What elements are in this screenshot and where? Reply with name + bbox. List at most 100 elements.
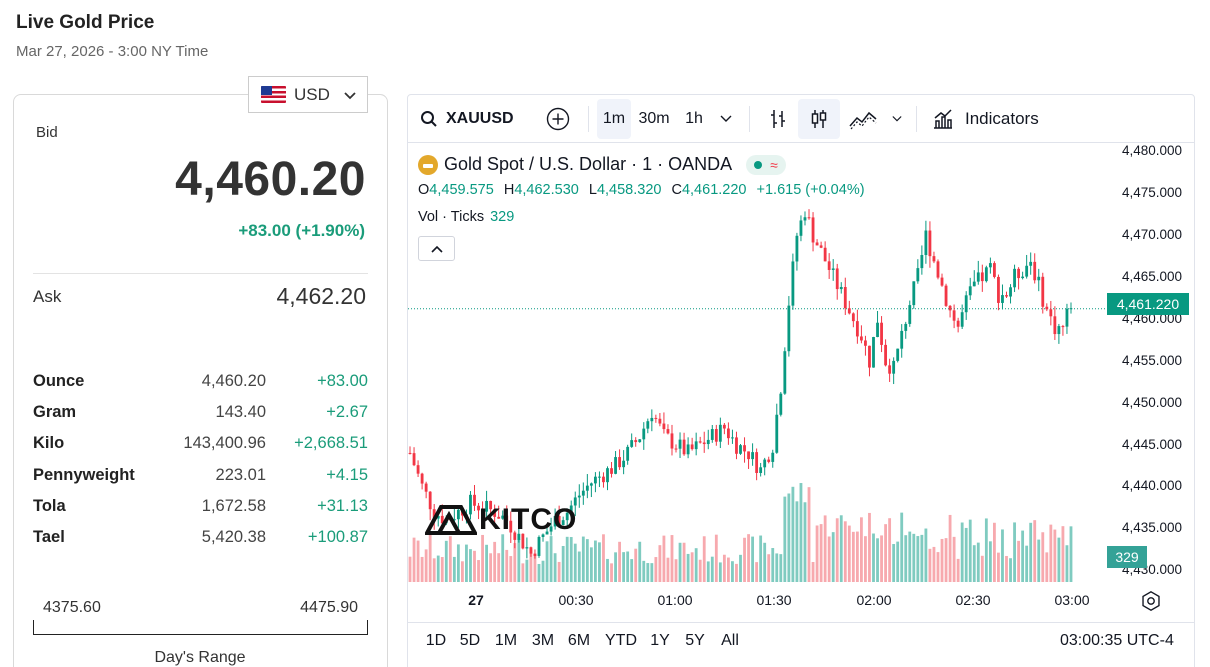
candle-body [992,263,996,277]
candle-body [819,245,823,248]
candle-body [416,465,420,474]
candle-body [424,483,428,492]
volume-bar [569,537,573,582]
volume-bar [642,560,646,582]
range-button-6m[interactable]: 6M [567,632,591,649]
candle-body [714,429,718,442]
volume-bar [743,537,746,582]
volume-bar [589,547,593,582]
candle-body [1009,287,1012,297]
candle-body [638,439,642,443]
volume-bar [932,546,936,582]
unit-price: 4,460.20 [201,372,266,391]
candle-body [477,505,480,511]
candle-body [428,491,432,510]
volume-bar [485,544,489,582]
unit-row-ounce: Ounce 4,460.20 +83.00 [33,366,368,397]
volume-bar [436,555,440,582]
indicators-button[interactable]: Indicators [925,107,1039,131]
symbol-search-button[interactable]: XAUUSD [408,110,536,128]
time-axis[interactable]: 27 00:30 01:00 01:30 02:00 02:30 03:00 [408,587,1098,615]
unit-price-list: Ounce 4,460.20 +83.00 Gram 143.40 +2.67 … [33,366,368,553]
volume-bar [1069,526,1073,582]
timestamp: Mar 27, 2026 - 3:00 NY Time [16,43,209,60]
unit-change: +2,668.51 [294,434,368,453]
last-volume-tag: 329 [1107,546,1147,568]
volume-bar [618,541,622,582]
unit-row-pennyweight: Pennyweight 223.01 +4.15 [33,460,368,491]
volume-bar [1053,529,1057,582]
volume-bar [670,535,674,582]
currency-select[interactable]: USD [248,76,368,113]
candle-body [469,494,472,515]
volume-bar [614,552,617,582]
volume-bar [460,561,464,582]
compare-symbol-button[interactable] [536,99,580,139]
candle-body [843,287,847,309]
collapse-legend-button[interactable] [418,236,455,261]
low-value: 4,458.320 [596,182,662,198]
indicators-label: Indicators [965,109,1039,128]
volume-bar [924,528,928,582]
chart-type-dropdown[interactable] [886,99,908,139]
volume-bar [896,541,900,582]
range-button-3m[interactable]: 3M [531,632,555,649]
unit-change: +100.87 [307,528,368,547]
candle-body [888,365,892,374]
volume-bar [900,512,904,582]
market-status-pill[interactable]: ≈ [746,154,786,175]
range-button-1m[interactable]: 1M [494,632,518,649]
volume-bar [1017,540,1021,582]
candle-body [561,520,565,525]
candle-body [739,445,742,454]
volume-bar [606,558,609,582]
candle-body [593,476,597,484]
range-button-1d[interactable]: 1D [425,632,447,649]
range-button-ytd[interactable]: YTD [605,632,637,649]
area-chart-type-button[interactable] [840,99,886,139]
candle-body [501,515,505,519]
bar-chart-type-button[interactable] [758,99,798,139]
page-title: Live Gold Price [16,12,155,33]
candle-body [731,437,734,439]
volume-bar [1009,558,1012,582]
volume-bar [851,531,855,582]
volume-bar [553,553,557,582]
range-button-all[interactable]: All [721,632,739,649]
price-axis[interactable]: 4,480.000 4,475.000 4,470.000 4,465.000 4,46… [1100,143,1190,583]
candle-body [525,547,529,549]
clock-readout[interactable]: 03:00:35 UTC-4 [1060,632,1174,649]
candle-body [771,452,775,462]
candle-body [896,348,900,361]
range-button-1y[interactable]: 1Y [650,632,670,649]
range-button-5y[interactable]: 5Y [685,632,705,649]
volume-bar [501,534,505,582]
volume-bar [920,534,924,582]
price-tick-label: 4,455.000 [1121,352,1182,368]
candle-body [694,441,698,450]
interval-30m[interactable]: 30m [638,110,670,127]
candles-chart-type-button[interactable] [798,99,840,139]
unit-name: Tola [33,496,66,515]
volume-bar [811,561,815,582]
volume-bar [1045,552,1049,582]
time-tick-label: 00:30 [558,592,594,608]
candle-body [847,308,851,314]
volume-bar [1001,529,1004,582]
candle-body [956,320,960,327]
range-button-5d[interactable]: 5D [459,632,481,649]
candle-body [726,428,730,439]
interval-1h[interactable]: 1h [685,110,703,127]
candle-body [545,531,549,535]
volume-bar [1049,524,1053,582]
candle-body [759,467,763,473]
volume-bar [739,554,742,582]
candlestick-chart[interactable] [408,143,1108,587]
candle-body [718,424,722,442]
open-value: 4,459.575 [429,182,494,198]
gear-icon[interactable] [1140,590,1162,612]
interval-dropdown[interactable] [711,99,741,139]
volume-bar [1037,539,1041,582]
volume-bar [1005,555,1008,582]
interval-1m[interactable]: 1m [597,99,631,139]
